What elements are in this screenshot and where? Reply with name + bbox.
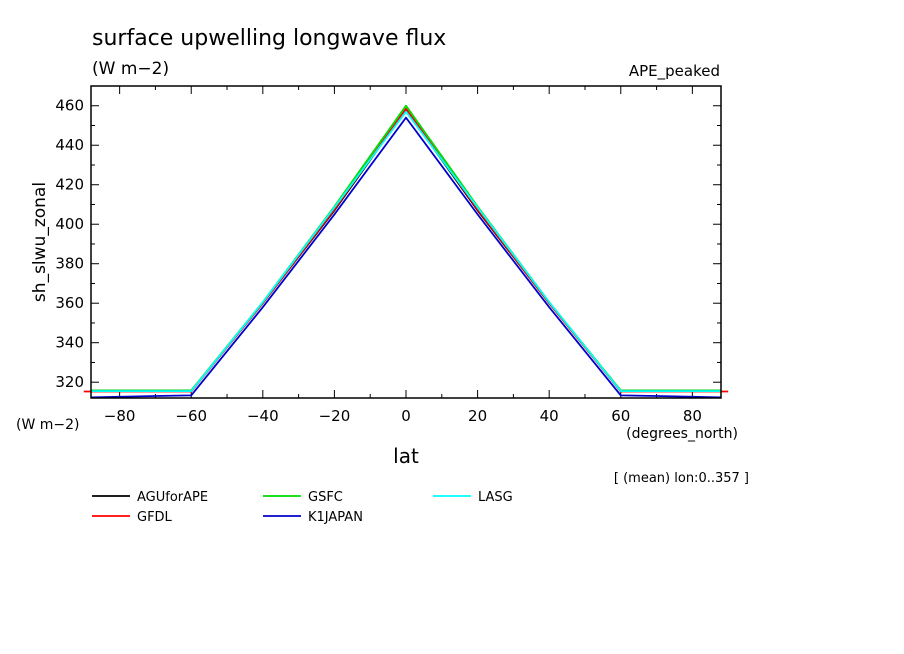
series-line-lasg — [91, 110, 721, 393]
plot-frame — [90, 85, 722, 399]
y-tick-label: 440 — [55, 136, 84, 154]
legend-label: LASG — [478, 490, 513, 505]
x-axis-label: lat — [393, 444, 419, 468]
y-tick-label: 420 — [55, 176, 84, 194]
x-units-label: (degrees_north) — [626, 426, 738, 442]
legend-label: GSFC — [308, 490, 343, 505]
x-tick-label: −40 — [247, 407, 279, 425]
x-tick-label: 0 — [401, 407, 411, 425]
chart-title: surface upwelling longwave flux — [92, 26, 446, 51]
y-tick-label: 460 — [55, 97, 84, 115]
y-tick-label: 360 — [55, 294, 84, 312]
legend-label: AGUforAPE — [137, 490, 208, 505]
y-tick-label: 320 — [55, 373, 84, 391]
x-tick-label: 20 — [468, 407, 487, 425]
chart-units: (W m−2) — [92, 59, 169, 79]
x-tick-label: −60 — [175, 407, 207, 425]
series-line-gsfc — [91, 104, 721, 392]
y-tick-label: 400 — [55, 215, 84, 233]
ticks-layer: −80 −60 −40 −20 0 20 40 60 80 320 340 360 380 400 420 4… — [55, 85, 721, 425]
x-tick-label: 40 — [540, 407, 559, 425]
series-line-gfdl — [83, 107, 729, 393]
legend: AGUforAPE GFDL GSFC K1JAPAN LASG — [92, 490, 513, 525]
y-tick-label: 380 — [55, 255, 84, 273]
y-tick-label: 340 — [55, 334, 84, 352]
legend-label: GFDL — [137, 510, 173, 525]
series-line-k1japan — [90, 116, 722, 399]
x-tick-label: −80 — [104, 407, 136, 425]
x-tick-label: 80 — [683, 407, 702, 425]
x-tick-label: 60 — [611, 407, 630, 425]
x-tick-label: −20 — [319, 407, 351, 425]
y-units-label: (W m−2) — [16, 417, 80, 433]
legend-label: K1JAPAN — [308, 510, 363, 525]
plot-lines — [83, 104, 729, 399]
y-axis-label: sh_slwu_zonal — [30, 182, 50, 302]
series-line-aguforape — [91, 108, 721, 392]
footnote: [ (mean) lon:0..357 ] — [614, 471, 749, 486]
experiment-label: APE_peaked — [629, 62, 720, 81]
